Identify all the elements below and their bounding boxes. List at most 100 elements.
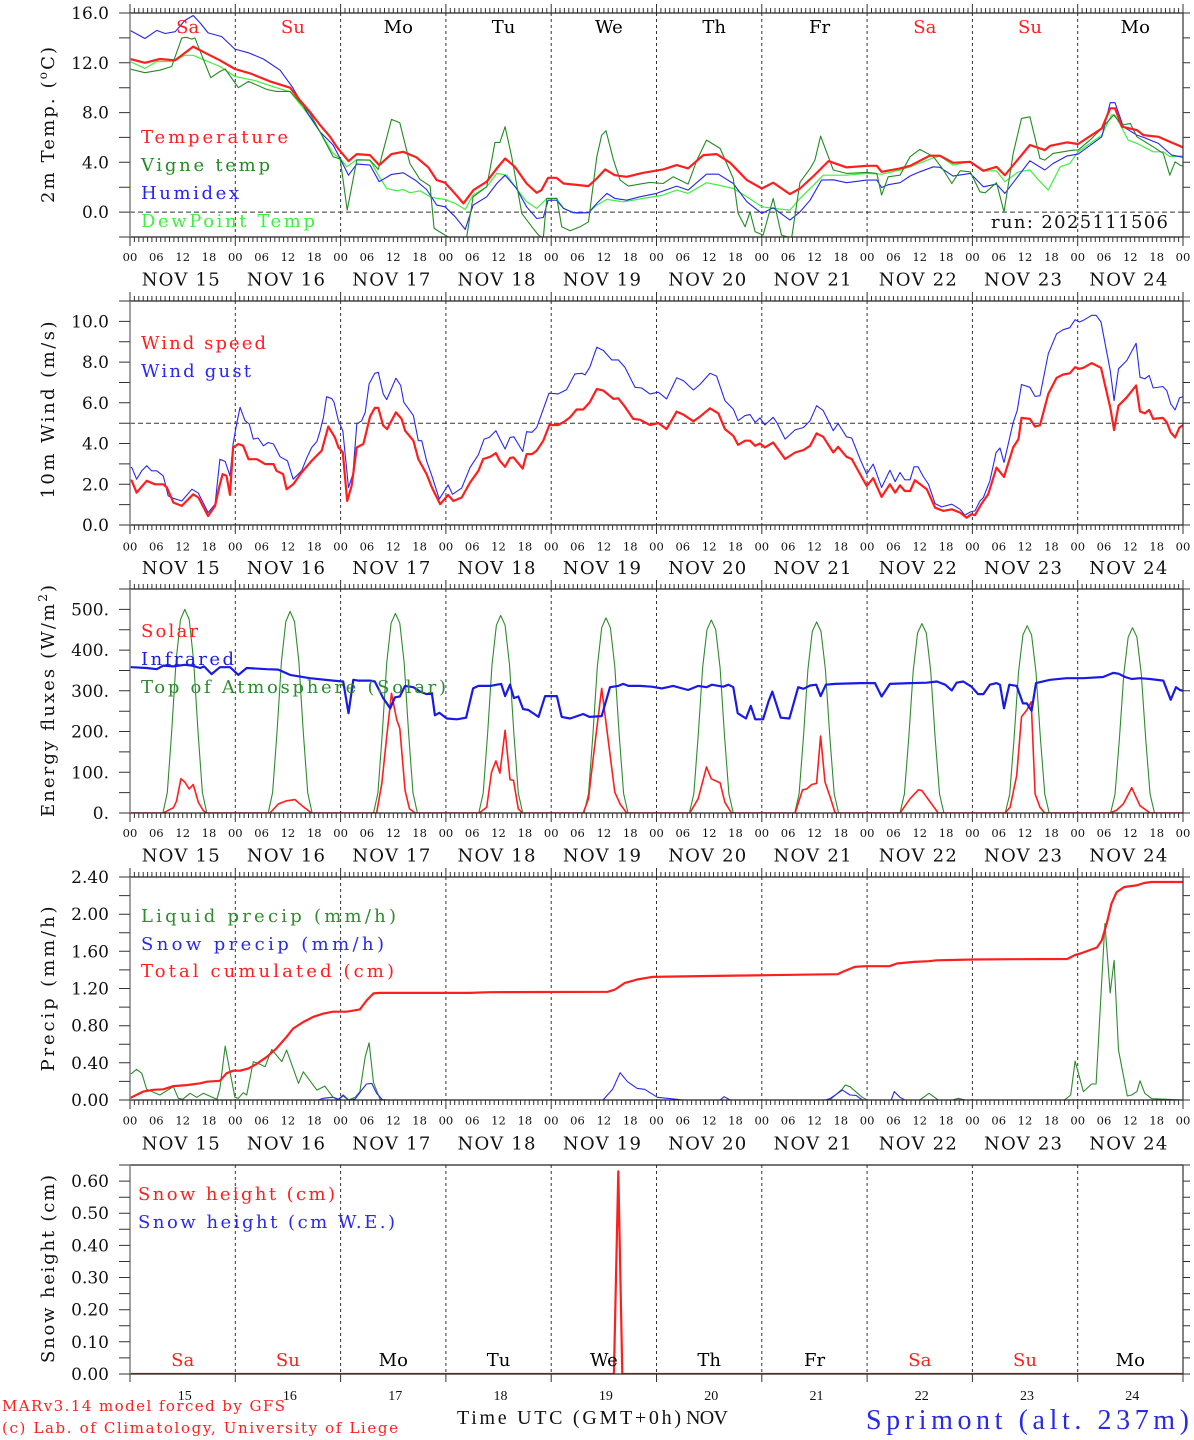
y-axis-title-snow: Snow height (cm): [38, 1175, 59, 1363]
series-line-total-cumulated-cm: [130, 880, 1183, 1100]
legend-top-of-atmosphere: Top of Atmosphere (Solar): [141, 677, 446, 698]
x-hour-label: 00: [228, 540, 243, 554]
x-hour-label: 18: [1149, 1114, 1164, 1128]
x-hour-label: 18: [728, 540, 743, 554]
x-hour-label: 12: [175, 250, 190, 264]
x-hour-label: 12: [1123, 1114, 1138, 1128]
x-hour-label: 18: [939, 540, 954, 554]
weekday-label: Sa: [176, 17, 199, 38]
x-hour-label: 00: [754, 826, 769, 840]
x-hour-label: 00: [544, 540, 559, 554]
x-date-label: NOV 15: [142, 270, 220, 291]
y-tick-label: 0.40: [71, 1054, 109, 1074]
weekday-label: Mo: [384, 17, 413, 38]
x-day-number: 19: [599, 1389, 613, 1404]
plot-panel-2: 10.0 8.0 6.0 4.0 2.0 0.0 00 06 12 18 00 06 12 18 00 06 1…: [71, 292, 1190, 579]
x-date-label: NOV 16: [247, 1134, 325, 1155]
x-date-label: NOV 16: [247, 846, 325, 867]
x-hour-label: 12: [1018, 826, 1033, 840]
plot-panels: 16.012.08.04.00.000 06 12 18 00 06 12 18 00 06 12 1…: [71, 4, 1190, 1404]
x-hour-label: 18: [412, 250, 427, 264]
y-tick-label: 2.40: [71, 868, 109, 888]
x-date-label: NOV 21: [774, 1134, 852, 1155]
y-tick-label: 100.: [71, 763, 109, 783]
x-hour-label: 12: [386, 540, 401, 554]
x-axis-ticks: [129, 4, 1184, 246]
x-hour-label: 12: [281, 540, 296, 554]
x-hour-label: 12: [1123, 540, 1138, 554]
x-hour-label: 12: [491, 540, 506, 554]
y-tick-label: 4.0: [82, 153, 109, 173]
x-hour-label: 06: [149, 250, 164, 264]
x-hour-label: 00: [123, 826, 138, 840]
legend-wind-gust: Wind gust: [141, 361, 252, 382]
x-hour-label: 06: [149, 1114, 164, 1128]
series-line-solar: [130, 687, 1183, 813]
y-tick-label: 0.60: [71, 1172, 109, 1192]
y-axis-ticks: [119, 300, 1190, 526]
legend-snow-height-cm: Snow height (cm): [138, 1184, 335, 1205]
x-date-label: NOV 18: [458, 558, 536, 579]
x-hour-label: 12: [281, 826, 296, 840]
weekday-label: We: [590, 1350, 618, 1371]
x-hour-label: 18: [939, 826, 954, 840]
y-tick-label: 0.0: [82, 516, 109, 536]
y-tick-label: 400.: [71, 641, 109, 661]
x-hour-label: 06: [149, 540, 164, 554]
x-date-label: NOV 19: [563, 846, 641, 867]
x-hour-label: 18: [833, 540, 848, 554]
x-hour-label: 00: [860, 540, 875, 554]
x-hour-label: 12: [912, 250, 927, 264]
location-title: Sprimont (alt. 237m): [866, 1405, 1189, 1436]
model-credit: MARv3.14 model forced by GFS: [2, 1397, 285, 1415]
x-date-label: NOV 23: [984, 1134, 1062, 1155]
y-tick-label: 0.20: [71, 1301, 109, 1321]
x-hour-label: 00: [1176, 250, 1191, 264]
x-hour-label: 18: [307, 540, 322, 554]
lab-credit: (c) Lab. of Climatology, University of L…: [2, 1419, 398, 1437]
x-hour-label: 12: [175, 826, 190, 840]
x-date-label: NOV 20: [668, 270, 746, 291]
x-hour-label: 06: [360, 1114, 375, 1128]
x-hour-label: 00: [1176, 826, 1191, 840]
legend-snow-height-we: Snow height (cm W.E.): [138, 1212, 395, 1233]
x-hour-label: 12: [386, 250, 401, 264]
x-hour-label: 06: [886, 540, 901, 554]
x-hour-label: 00: [860, 826, 875, 840]
x-hour-label: 18: [1044, 250, 1059, 264]
y-axis-title-energy: Energy fluxes (W/m 2): [36, 585, 59, 817]
x-hour-label: 00: [754, 540, 769, 554]
y-tick-label: 4.0: [82, 435, 109, 455]
x-date-label: NOV 24: [1089, 270, 1167, 291]
x-hour-label: 18: [833, 826, 848, 840]
x-hour-label: 00: [333, 1114, 348, 1128]
x-hour-label: 00: [1176, 1114, 1191, 1128]
y-tick-label: 0.80: [71, 1017, 109, 1037]
x-hour-label: 12: [1123, 826, 1138, 840]
x-hour-label: 06: [991, 1114, 1006, 1128]
x-day-number: 20: [704, 1389, 718, 1404]
x-hour-label: 18: [728, 1114, 743, 1128]
x-day-number: 16: [283, 1389, 297, 1404]
x-hour-label: 00: [754, 1114, 769, 1128]
x-day-number: 15: [178, 1389, 192, 1404]
x-date-label: NOV 24: [1089, 558, 1167, 579]
x-hour-label: 00: [649, 540, 664, 554]
x-hour-label: 18: [623, 540, 638, 554]
y-tick-label: 0.00: [71, 1091, 109, 1111]
y-tick-label: 0.0: [82, 203, 109, 223]
x-hour-label: 06: [149, 826, 164, 840]
x-date-label: NOV 15: [142, 846, 220, 867]
y-tick-label: 2.0: [82, 475, 109, 495]
x-hour-label: 06: [675, 1114, 690, 1128]
y-tick-label: 300.: [71, 682, 109, 702]
x-date-label: NOV 18: [458, 846, 536, 867]
x-hour-label: 06: [781, 250, 796, 264]
x-hour-label: 18: [518, 826, 533, 840]
x-hour-label: 12: [807, 540, 822, 554]
x-hour-label: 00: [439, 826, 454, 840]
x-hour-label: 00: [965, 1114, 980, 1128]
x-hour-label: 18: [1149, 826, 1164, 840]
x-hour-label: 00: [1070, 540, 1085, 554]
x-hour-label: 00: [965, 540, 980, 554]
